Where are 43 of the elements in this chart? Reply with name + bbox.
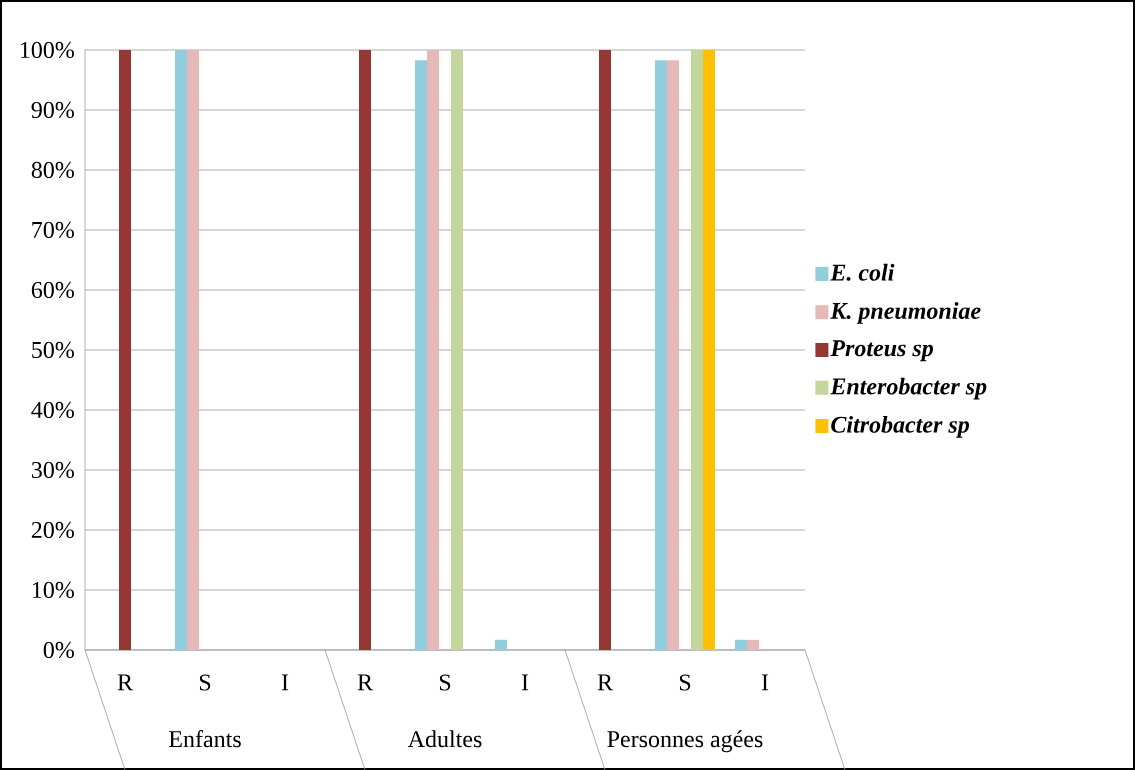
x-tick-label: I — [761, 674, 769, 690]
bar — [175, 49, 187, 650]
y-tick-label: 40% — [31, 401, 74, 418]
bar — [187, 49, 199, 650]
x-tick-label: R — [357, 674, 373, 690]
text: Adultes — [407, 730, 482, 748]
bar — [359, 49, 371, 650]
bar — [495, 639, 507, 650]
x-tick-label: I — [521, 674, 529, 690]
y-tick-label: 50% — [32, 341, 74, 358]
y-tick-label: 10% — [32, 581, 74, 598]
x-tick-label: R — [117, 674, 133, 690]
x-tick-label: I — [281, 674, 289, 690]
y-tick-label: 80% — [31, 161, 74, 178]
bar — [415, 60, 427, 650]
y-tick-label: 60% — [31, 281, 74, 298]
bar — [451, 49, 463, 650]
y-tick-label: 20% — [31, 521, 74, 538]
y-tick-label: 90% — [31, 101, 74, 118]
bar — [747, 639, 759, 650]
bar — [667, 60, 679, 650]
x-tick-label: S — [199, 674, 211, 691]
y-tick-label: 0% — [43, 641, 74, 658]
legend-label: Enterobacter sp — [830, 377, 987, 400]
x-tick-label: R — [597, 674, 613, 690]
text: Enfants — [169, 729, 241, 748]
y-tick-label: 100% — [20, 41, 74, 58]
y-tick-label: 70% — [32, 221, 74, 238]
bar — [691, 49, 703, 650]
x-tick-label: S — [439, 674, 451, 691]
legend-label: Proteus sp — [830, 340, 934, 361]
y-tick-label: 30% — [31, 461, 74, 478]
bar — [427, 49, 439, 650]
bar — [703, 49, 715, 650]
bar — [735, 639, 747, 650]
bar — [119, 49, 132, 650]
x-tick-label: S — [679, 674, 691, 691]
text: Personnes agées — [607, 730, 763, 752]
legend-label: K. pneumoniae — [830, 301, 981, 324]
bar — [599, 49, 611, 650]
legend-label: Citrobacter sp — [831, 415, 970, 438]
legend-label: E. coli — [830, 263, 895, 281]
bar — [655, 60, 667, 650]
